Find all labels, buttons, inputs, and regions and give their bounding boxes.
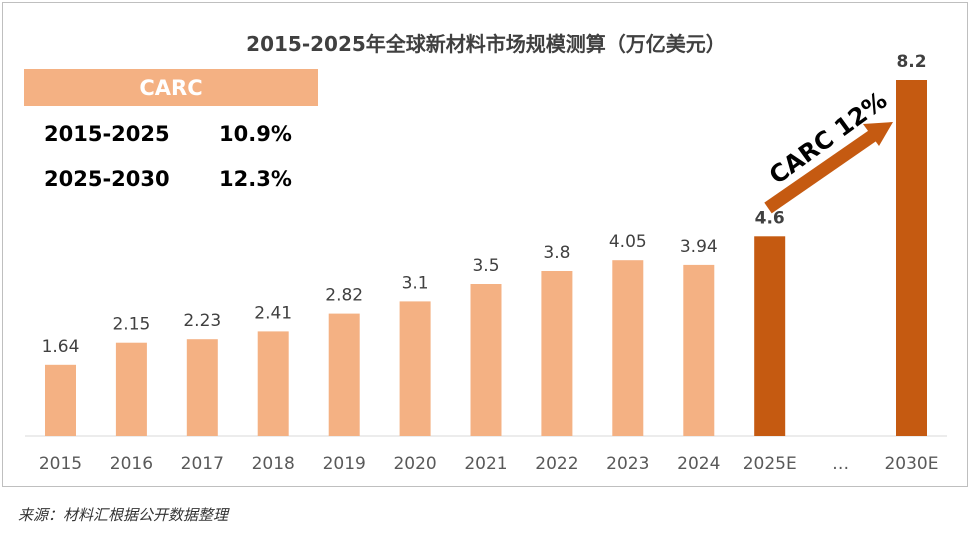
- bar-2025E: [754, 236, 786, 436]
- value-label-2020: 3.1: [402, 273, 429, 293]
- growth-arrow: CARC 12%: [764, 86, 893, 214]
- value-label-2025E: 4.6: [755, 208, 785, 228]
- bar-2016: [115, 342, 147, 436]
- value-label-2024: 3.94: [680, 237, 718, 257]
- value-label-2019: 2.82: [325, 286, 363, 306]
- arrow-head-icon: [863, 122, 893, 146]
- value-label-2015: 1.64: [42, 337, 80, 357]
- carc-row-1-period: 2015-2025: [44, 122, 170, 146]
- x-tick-2023: 2023: [606, 454, 649, 474]
- bar-2019: [328, 313, 360, 436]
- bar-2030E: [896, 80, 927, 436]
- value-label-2023: 4.05: [609, 232, 647, 252]
- bar-2015: [45, 364, 76, 436]
- x-tick-2015: 2015: [39, 454, 82, 474]
- x-tick-…: …: [832, 454, 849, 474]
- carc-table-header: CARC: [139, 76, 202, 100]
- value-label-2030E: 8.2: [896, 52, 926, 72]
- carc-row-1-rate: 10.9%: [219, 122, 292, 146]
- bar-chart: 2015-2025年全球新材料市场规模测算（万亿美元） CARC 2015-20…: [24, 32, 947, 474]
- carc-table-header-bg: [24, 69, 318, 106]
- x-tick-2021: 2021: [464, 454, 507, 474]
- x-tick-2024: 2024: [677, 454, 720, 474]
- value-label-2017: 2.23: [183, 311, 221, 331]
- bar-2023: [612, 260, 644, 436]
- value-label-2022: 3.8: [543, 243, 570, 263]
- x-tick-2025E: 2025E: [743, 454, 797, 474]
- x-tick-2017: 2017: [181, 454, 224, 474]
- source-note: 来源：材料汇根据公开数据整理: [18, 506, 229, 524]
- chart-frame: 2015-2025年全球新材料市场规模测算（万亿美元） CARC 2015-20…: [2, 2, 968, 487]
- arrow-shaft: [764, 128, 879, 214]
- x-tick-2022: 2022: [535, 454, 578, 474]
- value-label-2018: 2.41: [254, 303, 292, 323]
- value-label-2016: 2.15: [112, 315, 150, 335]
- bar-2022: [541, 271, 573, 436]
- x-tick-2020: 2020: [393, 454, 436, 474]
- bar-2024: [683, 264, 715, 436]
- carc-row-2-period: 2025-2030: [44, 167, 170, 191]
- x-ticks-group: 2015 2016 2017 2018 2019 2020 2021 2022 2023 2024…: [39, 454, 939, 474]
- chart-title: 2015-2025年全球新材料市场规模测算（万亿美元）: [246, 32, 726, 56]
- x-tick-2019: 2019: [323, 454, 366, 474]
- carc-table: CARC 2015-2025 10.9% 2025-2030 12.3%: [24, 69, 318, 191]
- x-tick-2016: 2016: [110, 454, 153, 474]
- carc-row-2-rate: 12.3%: [219, 167, 292, 191]
- x-tick-2018: 2018: [252, 454, 295, 474]
- bar-2020: [399, 301, 431, 436]
- bar-2018: [257, 331, 289, 436]
- value-labels-group: 1.64 2.15 2.23 2.41 2.82 3.1 3.5 3.8 4.05 3.94 4.6…: [42, 52, 927, 357]
- bar-2021: [470, 284, 502, 436]
- bar-2017: [186, 339, 218, 436]
- value-label-2021: 3.5: [472, 256, 499, 276]
- bars-group: [45, 80, 927, 436]
- x-tick-2030E: 2030E: [884, 454, 938, 474]
